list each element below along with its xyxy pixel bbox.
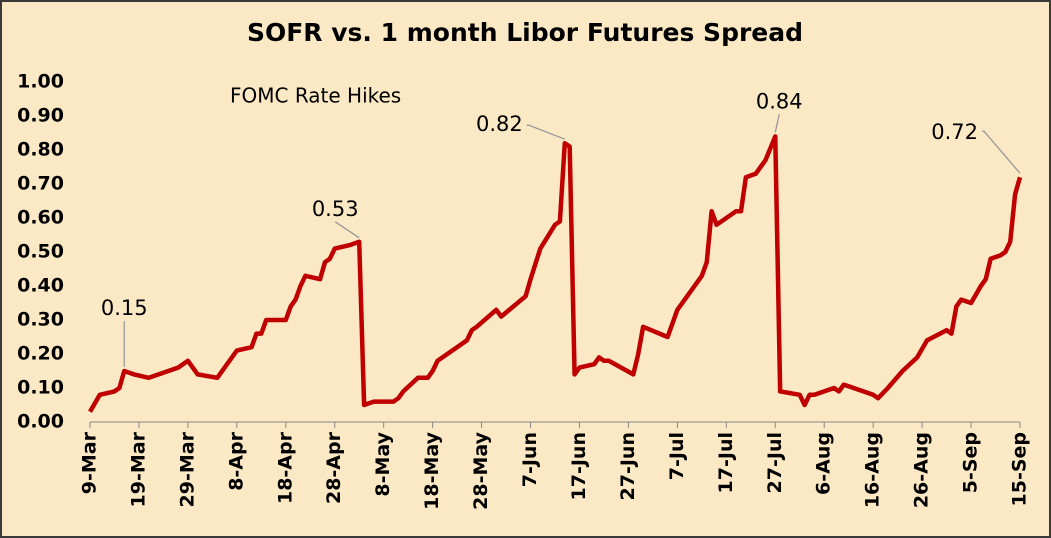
x-tick-label: 18-Apr — [274, 431, 296, 504]
leader-line — [982, 130, 1021, 174]
y-tick-label: 0.20 — [17, 343, 64, 365]
data-label: 0.72 — [931, 120, 978, 144]
x-tick-label: 19-Mar — [127, 431, 149, 507]
y-tick-label: 0.40 — [17, 275, 64, 297]
y-tick-label: 0.50 — [17, 241, 64, 263]
y-tick-label: 0.60 — [17, 207, 64, 229]
x-tick-label: 8-Apr — [225, 431, 247, 490]
x-tick-label: 28-May — [470, 431, 492, 509]
y-tick-label: 0.80 — [17, 139, 64, 161]
x-tick-label: 26-Aug — [911, 432, 933, 508]
y-tick-label: 0.70 — [17, 173, 64, 195]
x-tick-label: 17-Jun — [568, 432, 590, 500]
chart-title: SOFR vs. 1 month Libor Futures Spread — [247, 18, 803, 47]
data-label: 0.15 — [101, 296, 148, 320]
x-tick-label: 29-Mar — [176, 431, 198, 507]
y-tick-label: 0.90 — [17, 105, 64, 127]
x-tick-label: 16-Aug — [862, 432, 884, 508]
leader-line — [774, 114, 780, 133]
y-tick-label: 1.00 — [17, 71, 64, 93]
data-label: 0.53 — [312, 197, 359, 221]
x-tick-label: 18-May — [421, 431, 443, 509]
x-tick-label: 15-Sep — [1009, 432, 1031, 507]
x-tick-label: 17-Jul — [715, 432, 737, 493]
data-label: 0.82 — [476, 112, 523, 136]
x-tick-label: 8-May — [372, 431, 394, 496]
x-tick-label: 6-Aug — [813, 432, 835, 495]
leader-line — [526, 124, 566, 140]
line — [88, 134, 1023, 413]
x-tick-label: 7-Jun — [519, 432, 541, 487]
x-tick-label: 27-Jul — [764, 432, 786, 493]
x-tick-label: 27-Jun — [617, 432, 639, 500]
x-tick-label: 9-Mar — [79, 431, 101, 494]
x-tick-label: 28-Apr — [323, 431, 345, 504]
y-tick-label: 0.10 — [17, 377, 64, 399]
y-tick-label: 0.00 — [17, 411, 64, 433]
y-tick-label: 0.30 — [17, 309, 64, 331]
data-label: 0.84 — [756, 89, 803, 113]
note: FOMC Rate Hikes — [230, 84, 401, 108]
x-tick-label: 5-Sep — [960, 432, 982, 493]
x-tick-label: 7-Jul — [666, 432, 688, 480]
leader-line — [334, 221, 360, 239]
